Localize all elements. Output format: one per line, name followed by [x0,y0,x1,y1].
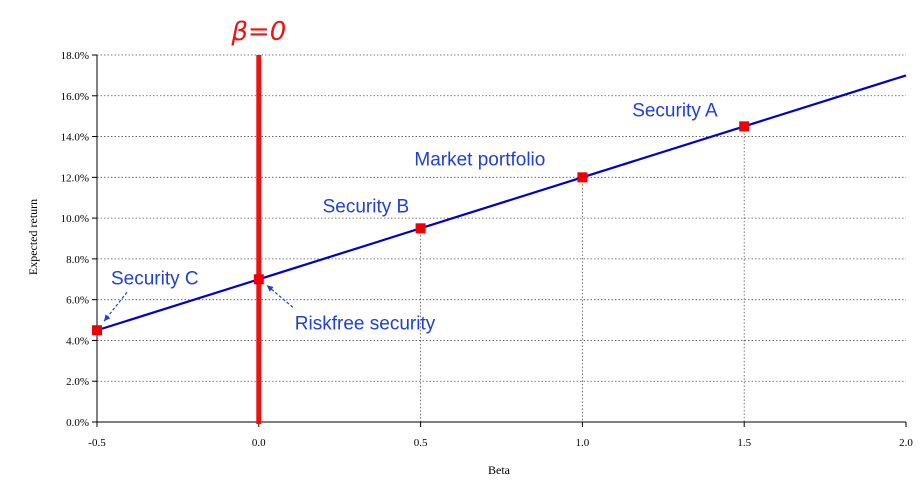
y-tick-label-0: 0.0% [66,417,89,429]
y-axis-title: Expected return [26,199,40,275]
y-tick-label-5: 10.0% [61,213,89,225]
gridlines [97,54,906,382]
series [96,74,907,332]
annotation-1: Riskfree security [295,313,436,334]
annotation-0: Security C [111,268,199,289]
x-tick-label-5: 2.0 [899,437,913,449]
y-tick-label-1: 2.0% [66,376,89,388]
x-tick-labels: -0.5 0.0 0.5 1.0 1.5 2.0 [88,437,913,449]
x-tick-label-0: -0.5 [88,437,106,449]
x-axis-title: Beta [488,463,511,477]
x-tick-label-1: 0.0 [252,437,266,449]
annotation-3: Market portfolio [414,149,545,170]
arrow-riskfree-shaft [266,284,294,308]
marker-2 [415,223,426,234]
beta-zero-line: β=0 [230,17,286,424]
annotation-4: Security A [632,100,718,121]
y-tick-label-2: 4.0% [66,335,89,347]
marker-4 [739,121,750,132]
arrow-security-c-head [104,314,111,322]
marker-1 [253,274,264,285]
marker-3 [577,172,588,183]
arrow-riskfree-head [266,285,274,292]
y-tick-label-6: 12.0% [61,172,89,184]
y-tick-labels: 0.0% 2.0% 4.0% 6.0% 8.0% 10.0% 12.0% 14.0% 16.0%… [61,50,89,429]
drop-lines [420,126,745,422]
data-markers [92,121,750,336]
axes [92,54,907,427]
x-tick-label-2: 0.5 [414,437,428,449]
beta-zero-label: β=0 [230,17,286,47]
annotation-2: Security B [323,196,410,217]
y-tick-label-4: 8.0% [66,254,89,266]
marker-0 [92,325,102,336]
y-tick-label-8: 16.0% [61,91,89,103]
x-tick-label-3: 1.0 [576,437,590,449]
y-tick-label-3: 6.0% [66,295,89,307]
y-tick-label-9: 18.0% [61,50,89,62]
annotations: Security C Riskfree security Security B Mar… [103,100,718,334]
security-market-line [96,74,907,332]
x-tick-label-4: 1.5 [737,437,751,449]
y-tick-label-7: 14.0% [61,132,89,144]
